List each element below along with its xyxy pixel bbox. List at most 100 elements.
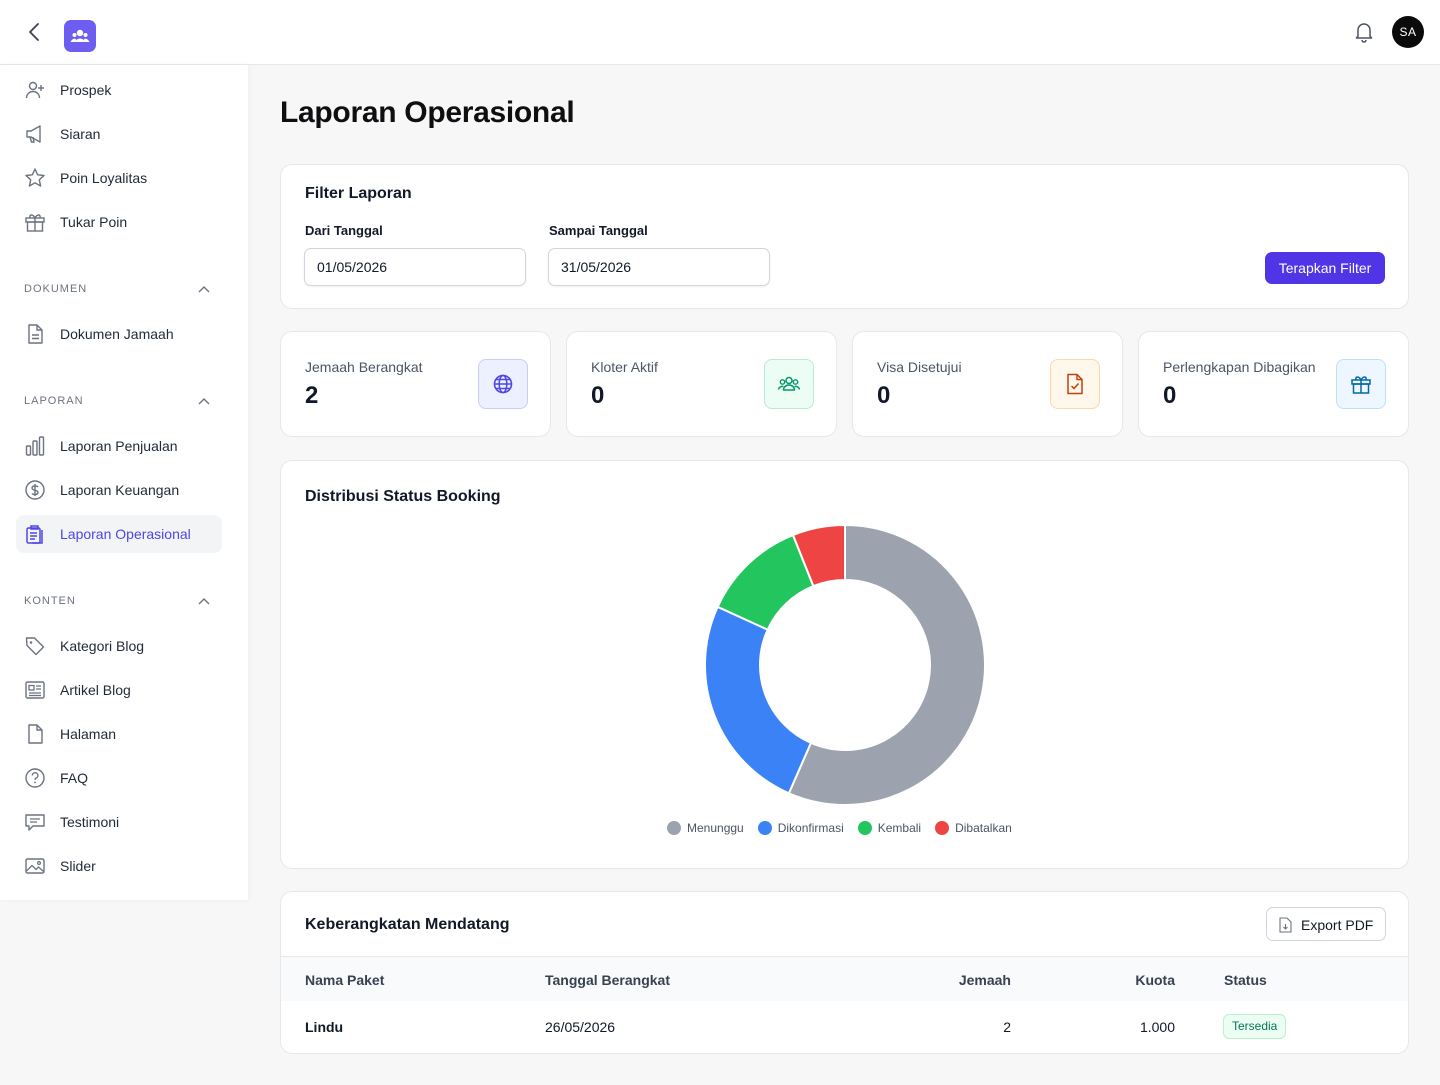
document-check-icon bbox=[1050, 359, 1100, 409]
sidebar-item-label: Tukar Poin bbox=[60, 214, 128, 230]
stat-card-perlengkapan-dibagikan: Perlengkapan Dibagikan 0 bbox=[1138, 331, 1409, 437]
section-title: LAPORAN bbox=[24, 395, 84, 407]
from-date-input[interactable] bbox=[304, 248, 526, 286]
megaphone-icon bbox=[24, 123, 46, 145]
file-download-icon bbox=[1279, 917, 1292, 933]
sidebar-item-label: Siaran bbox=[60, 126, 101, 142]
sidebar-item-tukar-poin[interactable]: Tukar Poin bbox=[16, 203, 222, 241]
sidebar-item-testimoni[interactable]: Testimoni bbox=[16, 803, 222, 841]
sidebar-item-halaman[interactable]: Halaman bbox=[16, 715, 222, 753]
column-header-status: Status bbox=[1224, 972, 1267, 988]
column-header-date: Tanggal Berangkat bbox=[545, 972, 670, 988]
stat-card-visa-disetujui: Visa Disetujui 0 bbox=[852, 331, 1123, 437]
legend-swatch bbox=[935, 821, 950, 835]
legend-swatch bbox=[757, 821, 772, 835]
sidebar-item-prospek[interactable]: Prospek bbox=[16, 71, 222, 109]
users-logo-icon bbox=[70, 29, 90, 42]
legend-item-dibatalkan[interactable]: Dibatalkan bbox=[935, 821, 1012, 835]
chevron-up-icon bbox=[196, 394, 212, 408]
export-pdf-label: Export PDF bbox=[1301, 917, 1374, 933]
chevron-up-icon bbox=[196, 594, 212, 608]
column-header-quota: Kuota bbox=[1135, 972, 1175, 988]
legend-label: Kembali bbox=[877, 821, 922, 835]
stat-label: Visa Disetujui bbox=[877, 359, 962, 375]
question-circle-icon bbox=[24, 767, 46, 789]
legend-item-kembali[interactable]: Kembali bbox=[857, 821, 922, 835]
section-header-konten[interactable]: KONTEN bbox=[24, 594, 216, 610]
legend-label: Dibatalkan bbox=[955, 821, 1012, 835]
stat-label: Jemaah Berangkat bbox=[305, 359, 423, 375]
section-header-dokumen[interactable]: DOKUMEN bbox=[24, 282, 216, 298]
donut-chart bbox=[704, 523, 986, 806]
stat-label: Kloter Aktif bbox=[591, 359, 658, 375]
departures-title: Keberangkatan Mendatang bbox=[305, 916, 510, 933]
page-icon bbox=[24, 723, 46, 745]
sidebar-item-faq[interactable]: FAQ bbox=[16, 759, 222, 797]
stat-card-jemaah-berangkat: Jemaah Berangkat 2 bbox=[280, 331, 551, 437]
chart-title: Distribusi Status Booking bbox=[305, 488, 501, 505]
upcoming-departures-card: Keberangkatan Mendatang Export PDF Nama … bbox=[280, 891, 1409, 1054]
stat-value: 0 bbox=[1163, 382, 1177, 409]
sidebar-item-laporan-penjualan[interactable]: Laporan Penjualan bbox=[16, 427, 222, 465]
cell-pilgrims: 2 bbox=[1003, 1019, 1011, 1035]
dollar-circle-icon bbox=[24, 479, 46, 501]
chat-icon bbox=[24, 811, 46, 833]
document-icon bbox=[24, 323, 46, 345]
globe-icon bbox=[478, 359, 528, 409]
sidebar-item-laporan-keuangan[interactable]: Laporan Keuangan bbox=[16, 471, 222, 509]
sidebar-item-laporan-operasional[interactable]: Laporan Operasional bbox=[16, 515, 222, 553]
sidebar-item-label: Testimoni bbox=[60, 814, 120, 830]
column-header-pilgrims: Jemaah bbox=[958, 972, 1011, 988]
legend-label: Dikonfirmasi bbox=[777, 821, 844, 835]
to-date-label: Sampai Tanggal bbox=[549, 223, 648, 238]
legend-item-dikonfirmasi[interactable]: Dikonfirmasi bbox=[757, 821, 844, 835]
sidebar: Prospek Siaran Poin Loyalitas Tukar Poin… bbox=[0, 65, 248, 900]
sidebar-item-slider[interactable]: Slider bbox=[16, 847, 222, 885]
notifications-button[interactable] bbox=[1352, 20, 1376, 44]
chevron-up-icon bbox=[196, 282, 212, 296]
sidebar-item-kategori-blog[interactable]: Kategori Blog bbox=[16, 627, 222, 665]
stat-card-kloter-aktif: Kloter Aktif 0 bbox=[566, 331, 837, 437]
clipboard-icon bbox=[24, 523, 46, 545]
donut-slice-menunggu[interactable] bbox=[787, 523, 986, 806]
legend-item-menunggu[interactable]: Menunggu bbox=[667, 821, 744, 835]
chart-legend: Menunggu Dikonfirmasi Kembali Dibatalkan bbox=[667, 821, 1012, 835]
back-button[interactable] bbox=[22, 19, 46, 45]
cell-quota: 1.000 bbox=[1139, 1019, 1175, 1035]
apply-filter-button[interactable]: Terapkan Filter bbox=[1265, 252, 1385, 284]
bar-chart-icon bbox=[24, 435, 46, 457]
to-date-input[interactable] bbox=[548, 248, 770, 286]
tag-icon bbox=[24, 635, 46, 657]
sidebar-item-siaran[interactable]: Siaran bbox=[16, 115, 222, 153]
sidebar-item-label: Artikel Blog bbox=[60, 682, 131, 698]
donut-slice-dikonfirmasi[interactable] bbox=[704, 605, 813, 795]
top-bar: SA bbox=[0, 0, 1440, 65]
filter-card: Filter Laporan Dari Tanggal Sampai Tangg… bbox=[280, 164, 1409, 309]
sidebar-item-dokumen-jamaah[interactable]: Dokumen Jamaah bbox=[16, 315, 222, 353]
section-title: KONTEN bbox=[24, 595, 76, 607]
sidebar-item-poin-loyalitas[interactable]: Poin Loyalitas bbox=[16, 159, 222, 197]
cell-date: 26/05/2026 bbox=[545, 1019, 616, 1035]
from-date-label: Dari Tanggal bbox=[305, 223, 383, 238]
booking-status-chart-card: Distribusi Status Booking Menunggu Dikonf… bbox=[280, 460, 1409, 869]
sidebar-item-label: Laporan Operasional bbox=[60, 526, 191, 542]
export-pdf-button[interactable]: Export PDF bbox=[1266, 907, 1386, 941]
page-title: Laporan Operasional bbox=[280, 96, 575, 129]
section-header-laporan[interactable]: LAPORAN bbox=[24, 394, 216, 410]
stat-label: Perlengkapan Dibagikan bbox=[1163, 359, 1316, 375]
donut-slice-dibatalkan[interactable] bbox=[791, 523, 846, 588]
stat-value: 0 bbox=[591, 382, 605, 409]
sidebar-item-artikel-blog[interactable]: Artikel Blog bbox=[16, 671, 222, 709]
user-avatar[interactable]: SA bbox=[1392, 16, 1424, 48]
gift-icon bbox=[24, 211, 46, 233]
sidebar-item-label: Kategori Blog bbox=[60, 638, 145, 654]
app-logo[interactable] bbox=[64, 20, 96, 52]
sidebar-item-label: Slider bbox=[60, 858, 96, 874]
table-row[interactable]: Lindu 26/05/2026 2 1.000 Tersedia bbox=[281, 1001, 1408, 1053]
column-header-package: Nama Paket bbox=[305, 972, 385, 988]
stat-value: 2 bbox=[305, 382, 319, 409]
user-plus-icon bbox=[24, 79, 46, 101]
status-badge: Tersedia bbox=[1223, 1014, 1287, 1039]
image-icon bbox=[24, 855, 46, 877]
star-icon bbox=[24, 167, 46, 189]
